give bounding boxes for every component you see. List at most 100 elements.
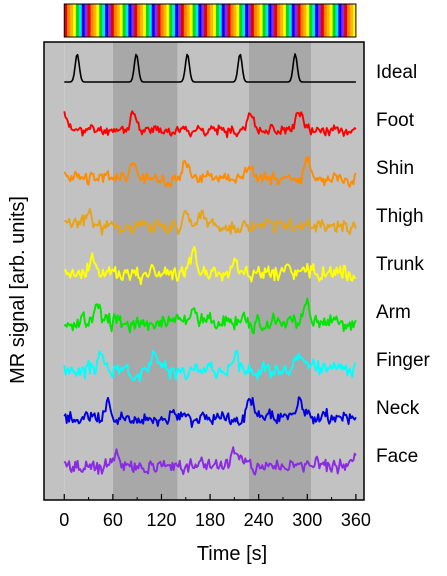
stimulus-segment <box>70 4 74 37</box>
stimulus-segment <box>262 4 266 37</box>
stimulus-segment <box>271 4 275 37</box>
stimulus-segment <box>96 4 100 37</box>
stimulus-segment <box>169 4 173 37</box>
stimulus-segment <box>102 4 106 37</box>
trace-foot <box>63 110 357 139</box>
x-tick-label: 240 <box>244 510 274 530</box>
stimulus-segment <box>303 4 307 37</box>
stimulus-segment <box>306 4 310 37</box>
stimulus-segment <box>274 4 278 37</box>
stimulus-segment <box>134 4 138 37</box>
x-tick-label: 360 <box>341 510 371 530</box>
stimulus-segment <box>323 4 328 37</box>
stimulus-segment <box>247 4 252 37</box>
stimulus-segment <box>233 4 237 37</box>
stimulus-segment <box>317 4 322 37</box>
stimulus-segment <box>67 4 71 37</box>
stimulus-segment <box>329 4 333 37</box>
stimulus-segment <box>320 4 325 37</box>
trace-shin <box>63 155 357 188</box>
stimulus-segment <box>84 4 88 37</box>
stimulus-segment <box>192 4 196 37</box>
stimulus-segment <box>145 4 150 37</box>
stimulus-segment <box>110 4 115 37</box>
stimulus-segment <box>218 4 223 37</box>
stimulus-segment <box>119 4 123 37</box>
stimulus-segment <box>315 4 319 37</box>
stimulus-segment <box>131 4 135 37</box>
y-axis-label: MR signal [arb. units] <box>7 196 29 384</box>
stimulus-segment <box>75 4 80 37</box>
series-label-neck: Neck <box>376 398 420 419</box>
series-label-thigh: Thigh <box>376 206 424 227</box>
stimulus-segment <box>282 4 287 37</box>
shade-block <box>44 42 65 500</box>
stimulus-segment <box>195 4 199 37</box>
stimulus-segment <box>341 4 345 37</box>
stimulus-segment <box>256 4 260 37</box>
color-bar-border <box>63 3 357 38</box>
stimulus-segment <box>294 4 298 37</box>
stimulus-segment <box>90 4 94 37</box>
x-axis-label: Time [s] <box>197 543 267 565</box>
stimulus-segment <box>224 4 228 37</box>
stimulus-segment <box>204 4 208 37</box>
stimulus-segment <box>207 4 211 37</box>
plot-frame <box>43 41 365 501</box>
stimulus-segment <box>245 4 249 37</box>
trace-face <box>63 446 357 476</box>
stimulus-segment <box>338 4 342 37</box>
x-tick-label: 60 <box>103 510 123 530</box>
stimulus-segment <box>125 4 129 37</box>
stimulus-segment <box>291 4 295 37</box>
stimulus-segment <box>137 4 141 37</box>
stimulus-segment <box>81 4 85 37</box>
stimulus-segment <box>166 4 170 37</box>
trace-thigh <box>64 207 357 236</box>
stimulus-color-bar <box>63 3 357 38</box>
stimulus-segment <box>344 4 348 37</box>
stimulus-segment <box>151 4 155 37</box>
stimulus-segment <box>312 4 316 37</box>
x-tick-label: 120 <box>146 510 176 530</box>
stimulus-segment <box>212 4 217 37</box>
stimulus-segment <box>280 4 284 37</box>
stimulus-segment <box>332 4 336 37</box>
stimulus-segment <box>285 4 290 37</box>
stimulus-segment <box>140 4 144 37</box>
series-label-ideal: Ideal <box>376 62 417 83</box>
stimulus-segment <box>326 4 330 37</box>
stimulus-segment <box>177 4 182 37</box>
stimulus-segment <box>277 4 281 37</box>
stimulus-segment <box>108 4 112 37</box>
stimulus-segment <box>180 4 185 37</box>
stimulus-segment <box>215 4 220 37</box>
trace-ideal <box>64 53 356 83</box>
series-label-shin: Shin <box>376 158 414 179</box>
series-label-face: Face <box>376 446 418 467</box>
series-label-foot: Foot <box>376 110 415 131</box>
stimulus-segment <box>242 4 246 37</box>
stimulus-segment <box>163 4 167 37</box>
stimulus-segment <box>105 4 109 37</box>
stimulus-segment <box>183 4 188 37</box>
stimulus-segment <box>230 4 234 37</box>
signal-traces <box>63 53 357 476</box>
stimulus-segment <box>172 4 176 37</box>
series-label-arm: Arm <box>376 302 411 323</box>
stimulus-segment <box>154 4 158 37</box>
x-tick-label: 300 <box>292 510 322 530</box>
x-axis: 0 60 120 180 240 300 360 <box>59 494 371 530</box>
stimulus-segment <box>128 4 132 37</box>
stimulus-segment <box>87 4 91 37</box>
stimulus-segment <box>73 4 77 37</box>
stimulus-segment <box>259 4 263 37</box>
trace-finger <box>63 349 357 383</box>
x-tick-label: 180 <box>195 510 225 530</box>
stimulus-segment <box>239 4 243 37</box>
trace-neck <box>63 396 357 428</box>
stimulus-segment <box>347 4 351 37</box>
stimulus-segment <box>297 4 301 37</box>
stimulus-segment <box>142 4 147 37</box>
